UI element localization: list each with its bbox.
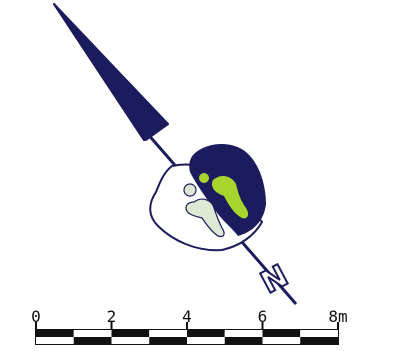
north-arrow-icon bbox=[53, 3, 298, 305]
scale-segment-lower bbox=[187, 337, 225, 344]
scale-segment-lower bbox=[111, 337, 150, 344]
north-arrow-dark-half bbox=[54, 4, 168, 140]
scale-segment-lower bbox=[73, 337, 112, 344]
burial-lime bbox=[199, 173, 249, 219]
scale-bar-segments bbox=[36, 330, 338, 344]
scale-segment-upper bbox=[111, 330, 150, 337]
scale-tick-label: 8m bbox=[328, 307, 347, 326]
scale-segment-upper bbox=[73, 330, 112, 337]
scale-segment-upper bbox=[36, 330, 74, 337]
scale-tick-label: 0 bbox=[31, 307, 41, 326]
scale-segment-upper bbox=[224, 330, 263, 337]
scale-segment-upper bbox=[262, 330, 301, 337]
scale-segment-lower bbox=[300, 337, 338, 344]
scale-segment-lower bbox=[36, 337, 74, 344]
burial-pale bbox=[183, 183, 225, 238]
scale-tick-label: 6 bbox=[258, 307, 268, 326]
scale-tick-label: 2 bbox=[107, 307, 117, 326]
scale-segment-upper bbox=[149, 330, 187, 337]
scale-segment-lower bbox=[262, 337, 301, 344]
scale-bar-labels: 0 2 4 6 8m bbox=[31, 307, 348, 330]
scale-tick-label: 4 bbox=[182, 307, 192, 326]
scale-segment-lower bbox=[224, 337, 263, 344]
scale-segment-lower bbox=[149, 337, 187, 344]
north-arrow-outline bbox=[53, 3, 169, 141]
scale-bar: 0 2 4 6 8m bbox=[31, 307, 348, 345]
scale-segment-upper bbox=[300, 330, 338, 337]
scale-segment-upper bbox=[187, 330, 225, 337]
